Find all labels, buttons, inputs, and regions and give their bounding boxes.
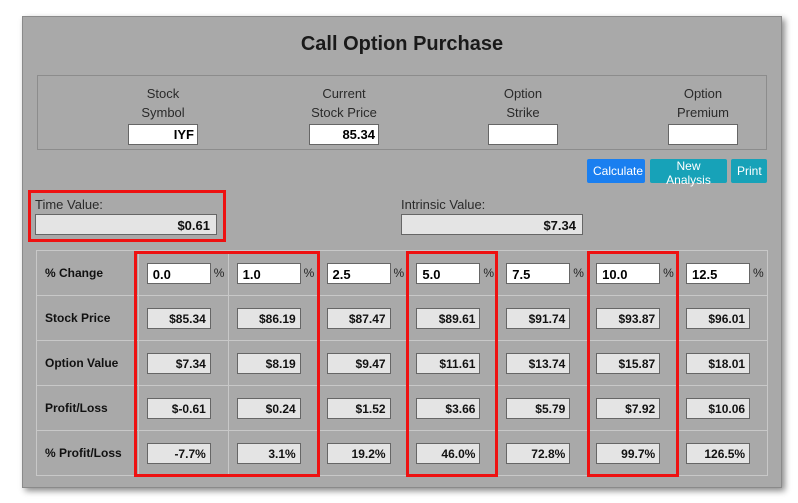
profit-loss-value: $3.66 [416,397,481,419]
stock-symbol-field: Stock Symbol [93,84,233,145]
profit-loss-value: $5.79 [506,397,571,419]
stock-symbol-label-2: Symbol [141,105,185,120]
row-label-option-value: Option Value [36,340,139,386]
change-cell: 10.0% [587,250,679,296]
change-cell: 12.5% [677,250,768,296]
stock-symbol-label-1: Stock [146,86,180,101]
stock-price-value: $85.34 [146,307,211,329]
stock-price-value: $93.87 [596,307,661,329]
option-strike-field: Option Strike [453,84,593,145]
change-cell: 5.0% [407,250,499,296]
table-row: Profit/Loss $-0.61 $0.24 $1.52 $3.66 $5.… [36,385,768,431]
change-input[interactable]: 5.0 [416,262,481,284]
percent-sign: % [663,266,674,280]
print-button[interactable]: Print [731,159,767,183]
row-label-change: % Change [36,250,139,296]
option-value-value: $13.74 [506,352,571,374]
percent-sign: % [213,266,225,280]
table-row: % Change 0.0% 1.0% 2.5% 5.0% 7.5% 10.0% … [36,250,768,296]
table-row: Stock Price $85.34 $86.19 $87.47 $89.61 … [36,295,768,341]
change-cell: 2.5% [317,250,409,296]
inputs-section: Stock Symbol Current Stock Price Option … [37,75,767,150]
option-value-value: $9.47 [326,352,391,374]
row-label-stock-price: Stock Price [36,295,139,341]
option-strike-input[interactable] [488,124,558,145]
profit-loss-value: $10.06 [686,397,751,419]
row-label-pct-profit-loss: % Profit/Loss [36,430,139,476]
option-value-value: $7.34 [146,352,211,374]
current-price-label-2: Stock Price [311,105,377,120]
percent-sign: % [753,266,764,280]
profit-loss-value: $-0.61 [146,397,211,419]
pct-profit-loss-value: 72.8% [506,442,571,464]
pct-profit-loss-value: 46.0% [416,442,481,464]
time-value-display: $0.61 [35,214,217,235]
option-strike-label-2: Strike [506,105,540,120]
row-label-profit-loss: Profit/Loss [36,385,139,431]
change-input[interactable]: 0.0 [146,262,211,284]
results-table: % Change 0.0% 1.0% 2.5% 5.0% 7.5% 10.0 % … [36,250,768,476]
profit-loss-value: $0.24 [236,397,301,419]
change-cell: 7.5% [497,250,589,296]
calculator-panel: Call Option Purchase Stock Symbol Curren… [22,16,782,488]
option-premium-input[interactable] [668,124,738,145]
change-input[interactable]: 10.0 [596,262,661,284]
pct-profit-loss-value: 99.7% [596,442,661,464]
stock-price-value: $86.19 [236,307,301,329]
new-analysis-button[interactable]: New Analysis [650,159,727,187]
change-input[interactable]: 1.0 [236,262,301,284]
option-premium-label-2: Premium [676,105,729,120]
change-cell: 0.0% [137,250,229,296]
profit-loss-value: $7.92 [596,397,661,419]
option-strike-label-1: Option [503,86,543,101]
percent-sign: % [573,266,584,280]
option-value-value: $8.19 [236,352,301,374]
change-input[interactable]: 12.5 [686,262,751,284]
change-input[interactable]: 2.5 [326,262,391,284]
stock-price-value: $96.01 [686,307,751,329]
percent-sign: % [483,266,495,280]
time-value-label: Time Value: [35,197,103,212]
pct-profit-loss-value: -7.7% [146,442,211,464]
option-value-value: $15.87 [596,352,661,374]
calculate-button[interactable]: Calculate [587,159,645,183]
option-value-value: $18.01 [686,352,751,374]
current-price-label-1: Current [322,86,366,101]
option-premium-label-1: Option [683,86,723,101]
stock-price-value: $87.47 [326,307,391,329]
intrinsic-value-display: $7.34 [401,214,583,235]
pct-profit-loss-value: 126.5% [686,442,751,464]
page-title: Call Option Purchase [300,33,504,55]
pct-profit-loss-value: 3.1% [236,442,301,464]
pct-profit-loss-value: 19.2% [326,442,391,464]
option-value-value: $11.61 [416,352,481,374]
stock-price-value: $89.61 [416,307,481,329]
change-input[interactable]: 7.5 [506,262,571,284]
current-price-input[interactable] [309,124,379,145]
percent-sign: % [303,266,315,280]
profit-loss-value: $1.52 [326,397,391,419]
stock-symbol-input[interactable] [128,124,198,145]
table-row: % Profit/Loss -7.7% 3.1% 19.2% 46.0% 72.… [36,430,768,476]
option-premium-field: Option Premium [633,84,773,145]
current-price-field: Current Stock Price [274,84,414,145]
stock-price-value: $91.74 [506,307,571,329]
change-cell: 1.0% [227,250,319,296]
table-row: Option Value $7.34 $8.19 $9.47 $11.61 $1… [36,340,768,386]
intrinsic-value-label: Intrinsic Value: [401,197,486,212]
percent-sign: % [393,266,405,280]
